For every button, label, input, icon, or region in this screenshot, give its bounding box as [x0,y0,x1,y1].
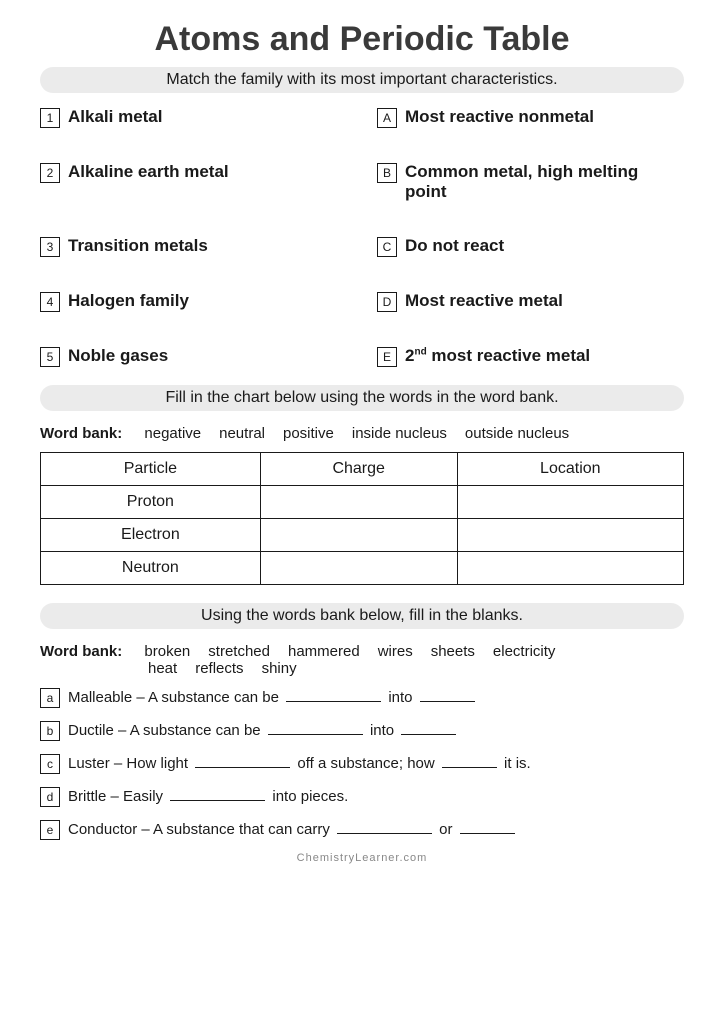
blank-line[interactable] [401,721,456,735]
blank-line[interactable] [460,820,515,834]
fill-letter-box: a [40,688,60,708]
fill-text: Brittle – Easily into pieces. [68,787,348,805]
wordbank-label: Word bank: [40,425,122,442]
match-left-text: Transition metals [68,236,208,256]
particle-cell: Electron [41,519,261,552]
table-row: Neutron [41,552,684,585]
match-number-box: 3 [40,237,60,257]
match-number-box: 4 [40,292,60,312]
wordbank-word: heat [148,660,177,677]
fill-item: b Ductile – A substance can be into [40,720,684,741]
match-right-item: D Most reactive metal [377,291,684,312]
blank-line[interactable] [337,820,432,834]
match-letter-box: E [377,347,397,367]
empty-cell[interactable] [457,486,683,519]
section3-wordbank: Word bank: broken stretched hammered wires s… [40,643,684,677]
fill-letter-box: d [40,787,60,807]
match-right-text: Do not react [405,236,504,256]
match-left-item: 4 Halogen family [40,291,347,312]
fill-text: Conductor – A substance that can carry o… [68,820,518,838]
table-header: Location [457,453,683,486]
wordbank-word: reflects [195,660,243,677]
match-grid: 1 Alkali metal A Most reactive nonmetal 2 Alk… [40,107,684,367]
wordbank-word: outside nucleus [465,425,569,442]
empty-cell[interactable] [260,519,457,552]
match-left-text: Alkaline earth metal [68,162,229,182]
wordbank-word: electricity [493,643,556,660]
fill-text: Malleable – A substance can be into [68,688,478,706]
match-right-text: Most reactive metal [405,291,563,311]
page-title: Atoms and Periodic Table [40,20,684,59]
empty-cell[interactable] [260,552,457,585]
table-row: Electron [41,519,684,552]
match-right-text: Most reactive nonmetal [405,107,594,127]
match-right-item: C Do not react [377,236,684,257]
fill-item: d Brittle – Easily into pieces. [40,786,684,807]
match-right-item: B Common metal, high melting point [377,162,684,202]
section2-wordbank: Word bank: negative neutral positive inside… [40,425,684,442]
match-left-item: 5 Noble gases [40,346,347,367]
match-letter-box: A [377,108,397,128]
fill-item: a Malleable – A substance can be into [40,687,684,708]
blank-line[interactable] [286,688,381,702]
match-right-item: E 2nd most reactive metal [377,346,684,367]
blank-line[interactable] [195,754,290,768]
wordbank-word: neutral [219,425,265,442]
fill-text: Luster – How light off a substance; how … [68,754,531,772]
match-letter-box: C [377,237,397,257]
particle-table: ParticleChargeLocation ProtonElectronNeu… [40,452,684,585]
match-left-text: Halogen family [68,291,189,311]
fill-text: Ductile – A substance can be into [68,721,459,739]
table-row: Proton [41,486,684,519]
match-left-item: 2 Alkaline earth metal [40,162,347,202]
fill-item: e Conductor – A substance that can carry … [40,819,684,840]
blank-line[interactable] [442,754,497,768]
match-left-item: 1 Alkali metal [40,107,347,128]
match-left-text: Alkali metal [68,107,163,127]
wordbank-word: negative [144,425,201,442]
wordbank-word: inside nucleus [352,425,447,442]
section3-header: Using the words bank below, fill in the … [40,603,684,629]
blank-line[interactable] [170,787,265,801]
match-number-box: 2 [40,163,60,183]
wordbank-word: broken [144,643,190,660]
match-right-text: Common metal, high melting point [405,162,684,202]
fill-item: c Luster – How light off a substance; how… [40,753,684,774]
section2-header: Fill in the chart below using the words … [40,385,684,411]
wordbank-word: positive [283,425,334,442]
match-right-item: A Most reactive nonmetal [377,107,684,128]
empty-cell[interactable] [457,519,683,552]
match-left-item: 3 Transition metals [40,236,347,257]
match-letter-box: B [377,163,397,183]
section1-header: Match the family with its most important… [40,67,684,93]
fill-letter-box: b [40,721,60,741]
wordbank-word: wires [378,643,413,660]
match-number-box: 1 [40,108,60,128]
fill-blanks-list: a Malleable – A substance can be into b Du… [40,687,684,840]
blank-line[interactable] [420,688,475,702]
fill-letter-box: c [40,754,60,774]
match-left-text: Noble gases [68,346,168,366]
blank-line[interactable] [268,721,363,735]
empty-cell[interactable] [457,552,683,585]
wordbank-word: sheets [431,643,475,660]
wordbank-word: shiny [262,660,297,677]
match-right-text: 2nd most reactive metal [405,346,590,366]
wordbank-label: Word bank: [40,643,122,660]
table-header: Particle [41,453,261,486]
particle-cell: Proton [41,486,261,519]
match-letter-box: D [377,292,397,312]
table-header: Charge [260,453,457,486]
empty-cell[interactable] [260,486,457,519]
match-number-box: 5 [40,347,60,367]
fill-letter-box: e [40,820,60,840]
footer: ChemistryLearner.com [40,852,684,864]
particle-cell: Neutron [41,552,261,585]
wordbank-word: hammered [288,643,360,660]
wordbank-word: stretched [208,643,270,660]
